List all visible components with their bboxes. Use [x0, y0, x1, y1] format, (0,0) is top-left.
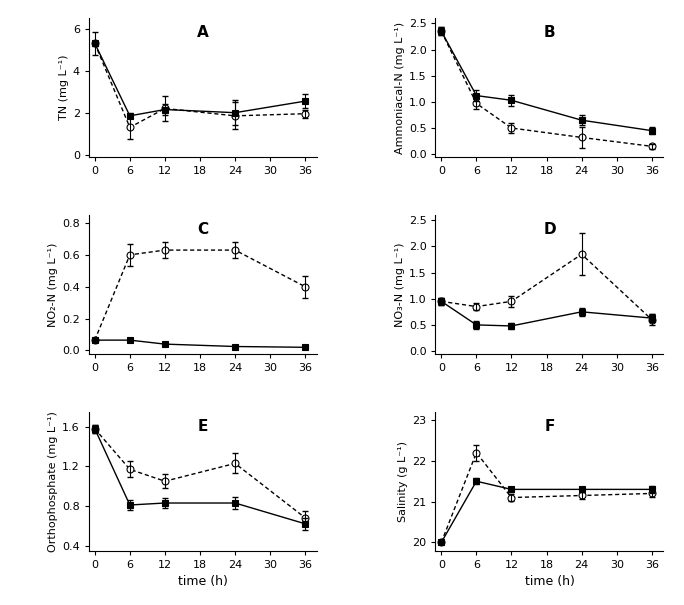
- Y-axis label: Ammoniacal-N (mg L⁻¹): Ammoniacal-N (mg L⁻¹): [395, 21, 404, 154]
- Text: C: C: [198, 222, 209, 237]
- Text: D: D: [543, 222, 556, 237]
- Y-axis label: Salinity (g L⁻¹): Salinity (g L⁻¹): [398, 440, 408, 522]
- Y-axis label: NO₃-N (mg L⁻¹): NO₃-N (mg L⁻¹): [395, 242, 404, 327]
- X-axis label: time (h): time (h): [178, 575, 228, 588]
- Y-axis label: NO₂-N (mg L⁻¹): NO₂-N (mg L⁻¹): [48, 242, 58, 327]
- Text: F: F: [544, 419, 555, 434]
- Y-axis label: TN (mg L⁻¹): TN (mg L⁻¹): [59, 54, 68, 120]
- Text: E: E: [198, 419, 208, 434]
- Y-axis label: Orthophosphate (mg L⁻¹): Orthophosphate (mg L⁻¹): [48, 411, 58, 552]
- Text: B: B: [544, 25, 555, 40]
- X-axis label: time (h): time (h): [525, 575, 575, 588]
- Text: A: A: [197, 25, 209, 40]
